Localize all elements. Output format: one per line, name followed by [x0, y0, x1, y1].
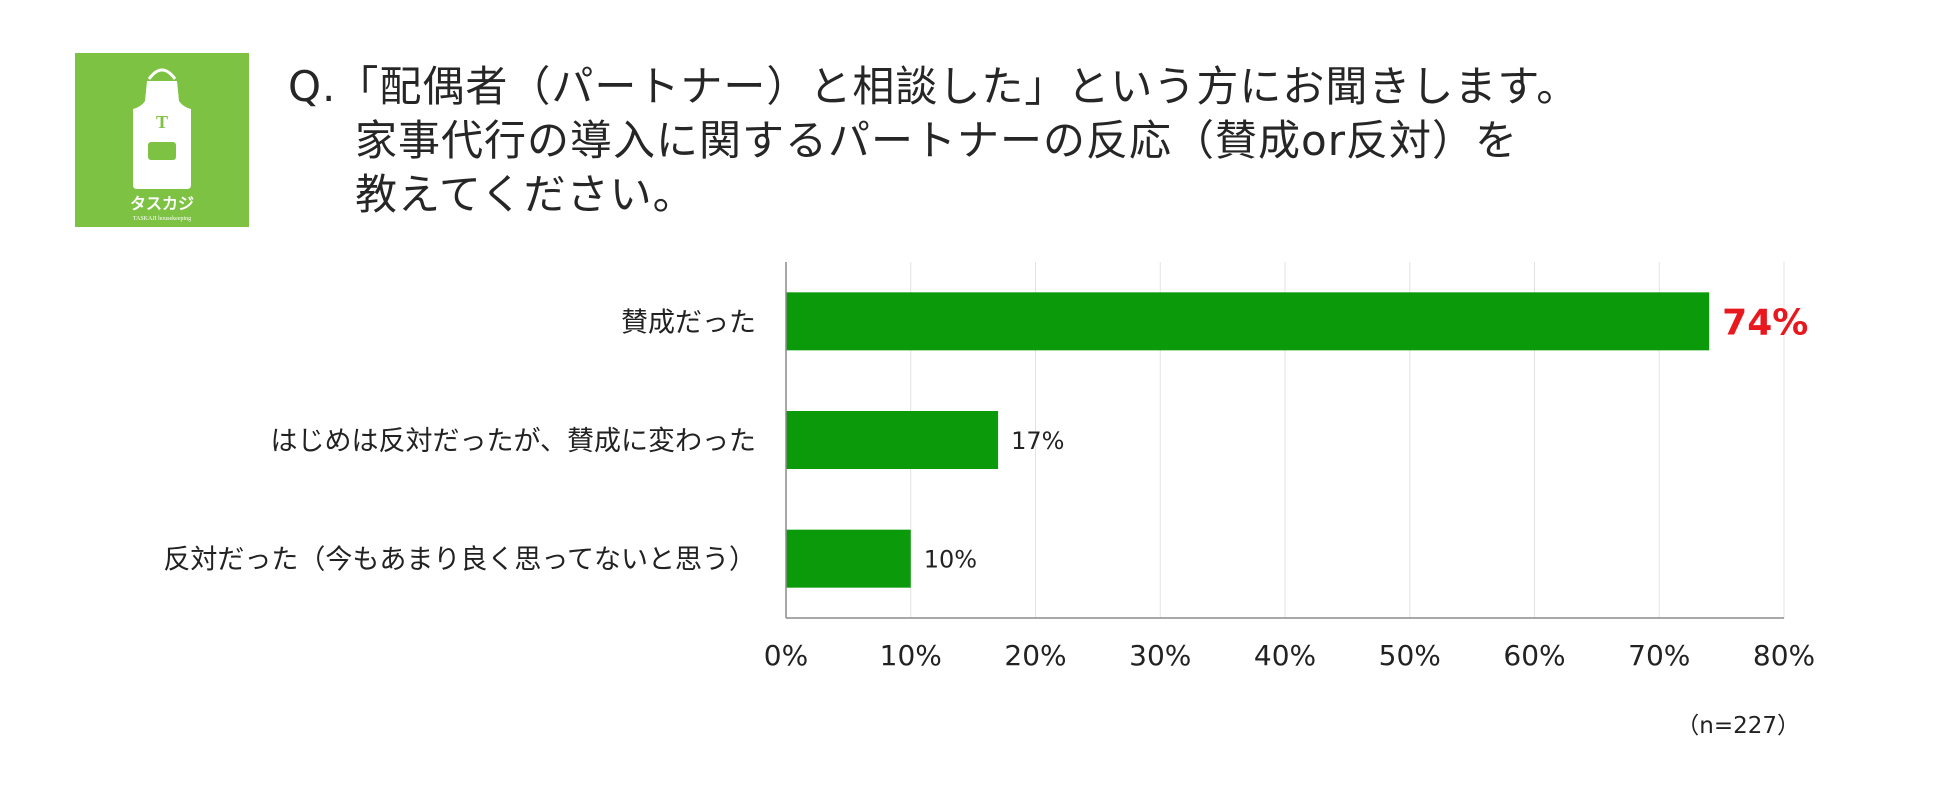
- x-tick-label: 70%: [1628, 639, 1690, 672]
- chart-axes: 0% 10% 20% 30% 40% 50% 60% 70% 80%: [764, 262, 1815, 672]
- category-label: はじめは反対だったが、賛成に変わった: [271, 426, 756, 457]
- question-line-2: 家事代行の導入に関するパートナーの反応（賛成or反対）を: [355, 116, 1518, 165]
- sample-size: （n=227）: [1676, 713, 1800, 739]
- chart-labels: 賛成だった 74% はじめは反対だったが、賛成に変わった 17% 反対だった（今もあまり…: [163, 302, 1808, 575]
- x-tick-label: 0%: [764, 639, 808, 672]
- question-line-1: Q.「配偶者（パートナー）と相談した」という方にお聞きします。: [288, 62, 1580, 111]
- chart-bars: [786, 292, 1710, 588]
- logo-text: タスカジ: [130, 194, 194, 213]
- category-label: 賛成だった: [621, 307, 756, 338]
- x-tick-label: 60%: [1503, 639, 1565, 672]
- data-label: 10%: [924, 546, 977, 574]
- bar: [786, 529, 911, 588]
- x-tick-label: 20%: [1004, 639, 1066, 672]
- bar: [786, 292, 1710, 351]
- category-label: 反対だった（今もあまり良く思ってないと思う）: [163, 545, 756, 576]
- apron-strap-icon: [147, 68, 177, 80]
- x-tick-label: 10%: [880, 639, 942, 672]
- apron-icon: [133, 81, 191, 189]
- question-line-3: 教えてください。: [355, 170, 696, 219]
- data-label: 74%: [1722, 302, 1808, 343]
- logo-letter: T: [156, 112, 168, 132]
- tasukaji-logo: T タスカジ TASKAJI housekeeping: [75, 53, 249, 227]
- apron-pocket-icon: [148, 142, 176, 160]
- logo-graphic: T タスカジ TASKAJI housekeeping: [75, 53, 249, 227]
- question-text: Q.「配偶者（パートナー）と相談した」という方にお聞きします。 家事代行の導入に…: [288, 60, 1888, 222]
- x-tick-label: 40%: [1254, 639, 1316, 672]
- logo-subtext: TASKAJI housekeeping: [133, 216, 191, 222]
- x-tick-label: 80%: [1753, 639, 1815, 672]
- x-tick-label: 50%: [1379, 639, 1441, 672]
- bar: [786, 411, 999, 469]
- data-label: 17%: [1011, 427, 1064, 455]
- x-tick-label: 30%: [1129, 639, 1191, 672]
